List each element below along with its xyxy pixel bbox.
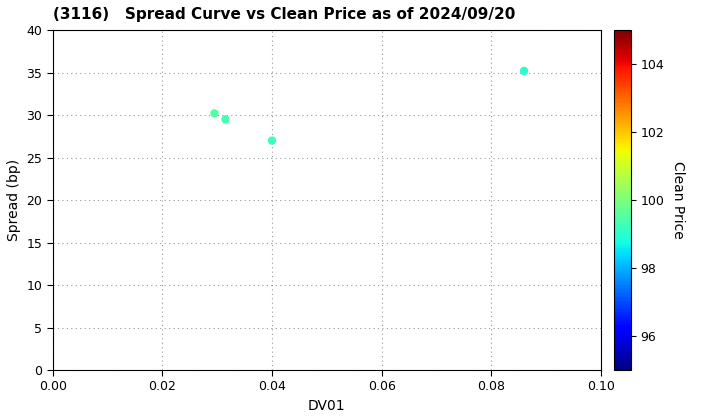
X-axis label: DV01: DV01 <box>308 399 346 413</box>
Point <box>266 137 278 144</box>
Y-axis label: Spread (bp): Spread (bp) <box>7 159 21 241</box>
Point <box>518 68 530 74</box>
Y-axis label: Clean Price: Clean Price <box>672 161 685 239</box>
Text: (3116)   Spread Curve vs Clean Price as of 2024/09/20: (3116) Spread Curve vs Clean Price as of… <box>53 7 516 22</box>
Point <box>220 116 231 123</box>
Point <box>209 110 220 117</box>
